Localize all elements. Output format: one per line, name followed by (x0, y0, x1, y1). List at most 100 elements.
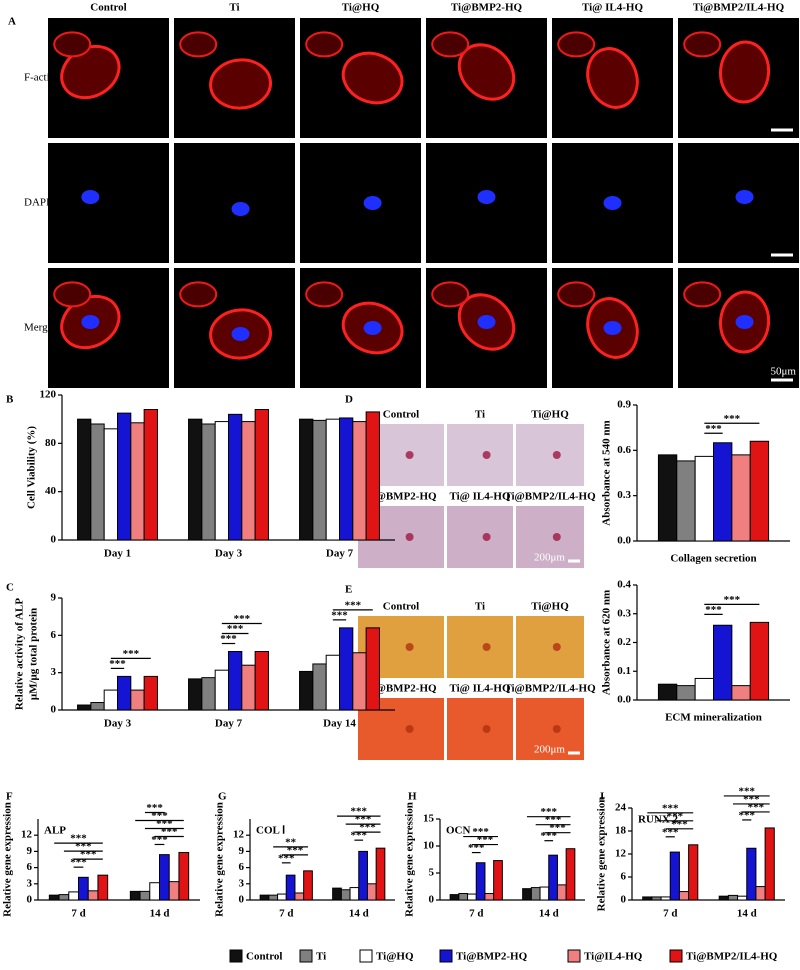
cell-actin (718, 40, 771, 104)
significance-label: *** (472, 826, 489, 838)
cell-actin (557, 31, 596, 58)
stain-spot (482, 533, 491, 541)
stain-spot (552, 451, 561, 459)
cell-actin (305, 31, 344, 58)
bar: Ti@IL4-HQ (731, 454, 751, 542)
bar: Ti@HQ (467, 893, 477, 901)
image-label: Control (383, 601, 419, 613)
nucleus (81, 315, 100, 329)
y-tick-label: 0.9 (617, 399, 631, 411)
bar: Ti@IL4-HQ (241, 421, 256, 541)
bar: Ti@HQ (325, 654, 340, 711)
stain-spot (482, 451, 491, 459)
gene-label: RUNX 2 (638, 814, 679, 826)
gene-label: ALP (44, 825, 66, 837)
bar: Control (718, 895, 729, 901)
y-tick-label: 120 (40, 389, 57, 401)
bar: Ti@BMP2-HQ (713, 624, 733, 701)
bar: Ti@IL4-HQ (130, 689, 145, 711)
panel-label: A (8, 16, 16, 28)
significance-label: *** (146, 802, 163, 814)
bar: Ti@BMP2-HQ (746, 847, 757, 901)
nucleus (363, 321, 382, 335)
bar: Ti@IL4-HQ (755, 886, 766, 901)
significance-label: *** (724, 413, 741, 425)
panel-label: D (345, 394, 353, 406)
bar: Ti@BMP2/IL4-HQ (764, 827, 775, 901)
bar: Control (259, 894, 270, 901)
bar: Ti@IL4-HQ (484, 893, 495, 901)
gene-label: COL Ⅰ (256, 825, 285, 837)
panel-label: E (345, 584, 352, 596)
nucleus (477, 315, 496, 329)
micrograph (48, 143, 169, 263)
bar: Ti@BMP2/IL4-HQ (749, 440, 770, 542)
bar: Ti@IL4-HQ (352, 652, 367, 711)
y-tick-label: 6 (51, 629, 57, 641)
y-tick-label: 0 (429, 894, 435, 906)
y-tick-label: 18 (615, 825, 627, 837)
image-label: Ti@ IL4-HQ (449, 491, 511, 503)
cell-actin (53, 281, 92, 308)
bar: Ti@IL4-HQ (366, 883, 377, 901)
x-tick-label: 7 d (663, 908, 677, 920)
bar: Ti@HQ (349, 887, 360, 901)
y-tick-label: 12 (615, 848, 627, 860)
y-tick-label: 3 (51, 666, 57, 678)
row-label: F-actin (24, 72, 56, 84)
y-tick-label: 0 (51, 704, 57, 716)
bar: Ti (139, 890, 151, 901)
panel-label: B (6, 394, 14, 406)
bar: Control (188, 418, 203, 541)
column-header: Ti@ IL4-HQ (582, 2, 644, 14)
bar: Ti (58, 894, 70, 901)
bar: Ti@BMP2/IL4-HQ (254, 651, 269, 711)
bar: Control (642, 896, 653, 901)
x-tick-label: Day 14 (323, 718, 356, 730)
significance-label: *** (220, 633, 237, 645)
significance-label: *** (351, 806, 368, 818)
significance-label: *** (662, 802, 679, 814)
x-tick-label: Day 7 (215, 718, 243, 730)
stain-spot (405, 643, 414, 651)
bar: Ti@IL4-HQ (87, 890, 99, 901)
significance-label: *** (331, 609, 348, 621)
significance-label: *** (739, 785, 756, 797)
significance-label: *** (724, 594, 741, 606)
legend-swatch (439, 949, 453, 963)
bar: Control (299, 670, 314, 711)
bar: Ti@BMP2/IL4-HQ (365, 627, 380, 711)
bar: Ti@IL4-HQ (241, 664, 256, 711)
bar: Ti@HQ (68, 891, 79, 901)
y-tick-label: 0 (621, 894, 627, 906)
bar: Ti (312, 419, 327, 541)
row-label: Merge (24, 322, 53, 334)
bar: Ti@BMP2-HQ (228, 413, 243, 541)
y-axis-label: Relative activity of ALP (14, 598, 26, 710)
bar: Control (332, 887, 342, 901)
image-label: Ti@HQ (531, 409, 569, 421)
cell-actin (179, 281, 218, 308)
cell-actin (683, 281, 722, 308)
cell-actin (209, 58, 273, 110)
bar: Ti@BMP2/IL4-HQ (493, 860, 503, 901)
row-label: DAPI (24, 197, 50, 209)
bar: Ti@BMP2/IL4-HQ (143, 675, 158, 711)
legend-label: Ti@BMP2/IL4-HQ (686, 951, 778, 963)
stain-spot (405, 725, 414, 733)
bar: Control (77, 704, 92, 711)
y-tick-label: 9 (51, 592, 57, 604)
image-label: Ti (475, 409, 485, 421)
bar: Ti@HQ (103, 689, 118, 711)
bar: Ti@HQ (660, 896, 671, 901)
bar: Ti@BMP2/IL4-HQ (97, 874, 109, 901)
bar: Ti@HQ (103, 428, 118, 541)
bar: Control (522, 888, 532, 901)
image-label: Ti@BMP2-HQ (365, 491, 437, 503)
panel-label: F (6, 791, 13, 803)
legend-label: Ti (316, 951, 326, 963)
y-tick-label: 6 (621, 871, 627, 883)
bar: Control (657, 683, 678, 701)
column-header: Ti@HQ (342, 2, 380, 14)
image-label: Control (383, 409, 419, 421)
